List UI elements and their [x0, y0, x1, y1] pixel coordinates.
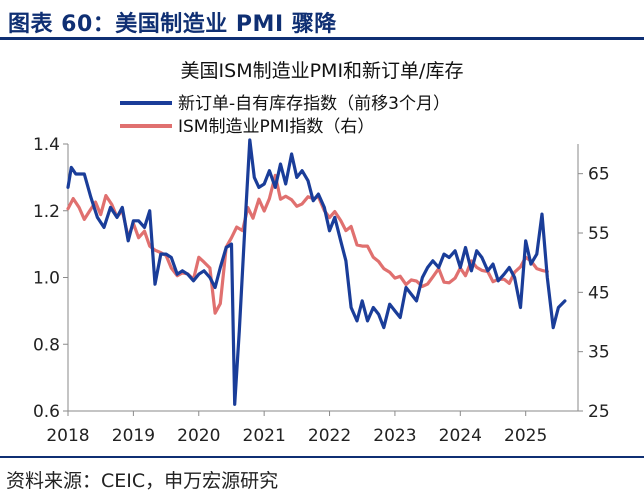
y-left-tick-label: 0.6 [33, 402, 60, 422]
x-tick-label: 2025 [504, 426, 547, 446]
figure-header: 图表 60：美国制造业 PMI 骤降 [0, 0, 644, 40]
chart: 美国ISM制造业PMI和新订单/库存 新订单-自有库存指数（前移3个月） ISM… [33, 60, 610, 446]
series-line-pmi [66, 173, 549, 315]
x-tick-label: 2022 [308, 426, 351, 446]
y-right-axis: 65 55 45 35 25 [578, 165, 610, 422]
x-tick-label: 2019 [112, 426, 155, 446]
y-right-tick-label: 25 [588, 402, 610, 422]
source-rule [0, 456, 644, 458]
y-left-tick-label: 1.0 [33, 269, 60, 289]
chart-title: 美国ISM制造业PMI和新订单/库存 [181, 60, 464, 82]
series-layer [66, 138, 567, 406]
x-tick-label: 2018 [46, 426, 89, 446]
y-right-tick-label: 35 [588, 343, 610, 363]
figure-label: 图表 60：美国制造业 PMI 骤降 [8, 12, 337, 37]
y-right-tick-label: 65 [588, 165, 610, 185]
y-left-axis: 1.4 1.2 1.0 0.8 0.6 [33, 135, 68, 422]
legend-label-new-orders: 新订单-自有库存指数（前移3个月） [178, 94, 450, 114]
y-left-tick-label: 1.2 [33, 202, 60, 222]
legend: 新订单-自有库存指数（前移3个月） ISM制造业PMI指数（右） [120, 94, 450, 137]
series-line-new-orders [66, 138, 567, 406]
source-note: 资料来源：CEIC，申万宏源研究 [6, 470, 279, 492]
y-right-tick-label: 45 [588, 283, 610, 303]
legend-label-pmi: ISM制造业PMI指数（右） [178, 117, 374, 137]
y-left-tick-label: 1.4 [33, 135, 60, 155]
header-rule [0, 37, 644, 40]
x-tick-label: 2023 [373, 426, 416, 446]
x-tick-label: 2021 [243, 426, 286, 446]
x-tick-label: 2020 [177, 426, 220, 446]
x-axis: 2018 2019 2020 2021 2022 2023 2024 2025 [46, 411, 547, 446]
y-right-tick-label: 55 [588, 224, 610, 244]
y-left-tick-label: 0.8 [33, 335, 60, 355]
x-tick-label: 2024 [439, 426, 482, 446]
